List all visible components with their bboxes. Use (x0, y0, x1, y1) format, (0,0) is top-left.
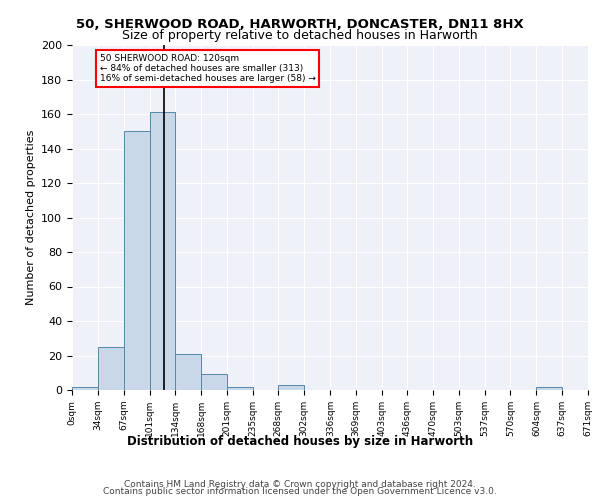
Text: 50, SHERWOOD ROAD, HARWORTH, DONCASTER, DN11 8HX: 50, SHERWOOD ROAD, HARWORTH, DONCASTER, … (76, 18, 524, 30)
Text: Contains HM Land Registry data © Crown copyright and database right 2024.: Contains HM Land Registry data © Crown c… (124, 480, 476, 489)
Bar (536, 386, 562, 390)
Text: Contains public sector information licensed under the Open Government Licence v3: Contains public sector information licen… (103, 488, 497, 496)
Bar (124, 132, 149, 390)
Bar (72, 386, 98, 390)
Y-axis label: Number of detached properties: Number of detached properties (26, 130, 35, 305)
Bar (175, 354, 201, 390)
Bar (98, 347, 124, 390)
Text: 50 SHERWOOD ROAD: 120sqm
← 84% of detached houses are smaller (313)
16% of semi-: 50 SHERWOOD ROAD: 120sqm ← 84% of detach… (100, 54, 316, 84)
Bar (227, 386, 253, 390)
Text: Size of property relative to detached houses in Harworth: Size of property relative to detached ho… (122, 29, 478, 42)
Bar (278, 385, 304, 390)
Bar (149, 112, 175, 390)
Bar (201, 374, 227, 390)
Text: Distribution of detached houses by size in Harworth: Distribution of detached houses by size … (127, 435, 473, 448)
